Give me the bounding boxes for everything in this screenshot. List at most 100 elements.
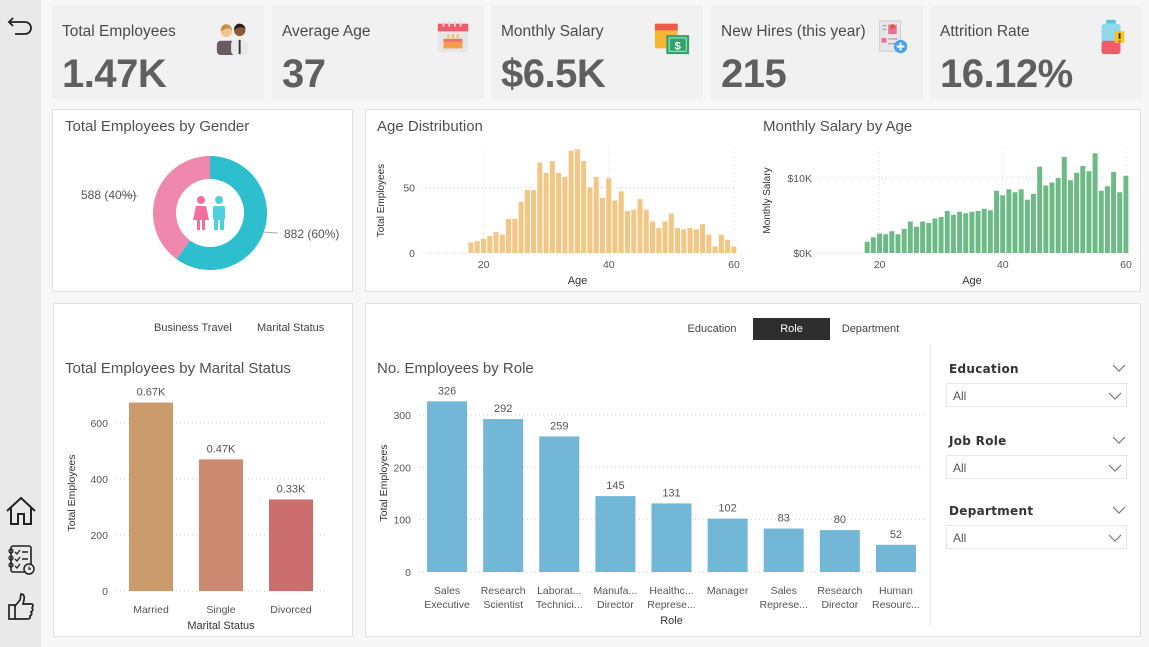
bar — [637, 199, 643, 253]
bar — [649, 221, 656, 253]
age-salary-panel: Age Distribution Monthly Salary by Age 0… — [365, 109, 1141, 292]
bar — [969, 211, 975, 253]
bar — [718, 234, 724, 253]
data-label: 0.33K — [277, 483, 306, 495]
nav-marital-status[interactable]: Marital Status — [257, 322, 325, 334]
bar — [549, 161, 555, 253]
bar — [562, 176, 568, 253]
bar — [537, 162, 543, 253]
slicer-department-dropdown[interactable]: All — [946, 525, 1127, 549]
tab-role[interactable]: Role — [753, 318, 830, 340]
chevron-down-icon[interactable] — [1112, 505, 1126, 515]
bar — [1037, 166, 1043, 253]
slicer-job-role-dropdown[interactable]: All — [946, 455, 1127, 479]
bar — [950, 214, 956, 253]
data-label: 259 — [550, 420, 568, 432]
kpi-label: Total Employees — [62, 23, 176, 40]
chevron-down-icon[interactable] — [1112, 435, 1126, 445]
bar — [599, 197, 605, 253]
svg-text:$: $ — [675, 40, 682, 52]
y-tick-label: 300 — [393, 410, 411, 422]
bar — [518, 201, 524, 253]
bar — [468, 242, 474, 253]
home-button[interactable] — [4, 494, 38, 528]
bar — [1061, 157, 1067, 253]
tab-department[interactable]: Department — [841, 323, 900, 335]
tab-education[interactable]: Education — [687, 323, 737, 335]
bar — [539, 436, 580, 572]
bar — [963, 213, 969, 253]
y-axis-title: Total Employees — [376, 164, 387, 237]
x-tick-label: Executive — [424, 599, 470, 611]
marital-chart-title: Total Employees by Marital Status — [65, 360, 291, 377]
nav-business-travel[interactable]: Business Travel — [154, 322, 232, 334]
y-tick-label: 400 — [90, 474, 108, 486]
bar — [1117, 192, 1123, 253]
y-tick-label: $0K — [793, 248, 812, 260]
kpi-value: $6.5K — [501, 52, 606, 96]
x-tick-label: Divorced — [270, 604, 312, 616]
new-hire-document-icon — [879, 20, 908, 54]
checklist-icon — [8, 545, 35, 575]
bar — [875, 544, 916, 572]
kpi-average-age: Average Age 37 — [272, 6, 484, 99]
x-tick-label: Research — [817, 585, 862, 597]
salary-calendar-icon: $ — [654, 23, 690, 55]
bar — [926, 223, 932, 253]
kpi-total-employees: Total Employees 1.47K — [52, 6, 264, 99]
bar — [889, 231, 895, 253]
bar — [725, 239, 731, 253]
x-axis-title: Role — [660, 615, 683, 627]
kpi-monthly-salary: Monthly Salary $6.5K $ — [491, 6, 703, 99]
bar — [1111, 172, 1117, 253]
data-label: 0.67K — [137, 387, 166, 399]
age-salary-charts: 0 50 20 40 60 Age Total Employees $0K $10K 20 40 6… — [376, 148, 1132, 287]
role-chart: 0 100 200 300 326 Sales Executive 292 Research Sc… — [378, 385, 924, 627]
back-button[interactable] — [4, 10, 38, 44]
y-tick-label: 200 — [90, 530, 108, 542]
bar — [1006, 189, 1012, 253]
y-tick-label: 200 — [393, 462, 411, 474]
bar — [662, 221, 668, 253]
kpi-value: 215 — [721, 52, 787, 96]
y-axis-title: Total Employees — [66, 454, 78, 531]
bar — [1055, 178, 1061, 253]
salary-chart-title: Monthly Salary by Age — [763, 118, 913, 135]
gender-donut-chart: 588 (40%) 882 (60%) — [81, 156, 339, 270]
chevron-down-icon — [1108, 464, 1122, 472]
bar — [543, 172, 549, 253]
slicer-job-role-title: Job Role — [949, 434, 1007, 448]
bar — [987, 210, 993, 253]
x-axis-title: Age — [962, 275, 982, 287]
bar — [975, 211, 981, 253]
bar — [506, 218, 512, 253]
bar — [819, 530, 860, 572]
bar — [712, 246, 718, 253]
x-tick-label: Human — [879, 585, 913, 597]
bar — [269, 499, 313, 591]
bar — [624, 211, 631, 253]
bar — [1104, 186, 1110, 253]
thumbs-up-icon — [8, 593, 34, 620]
bar — [731, 246, 737, 253]
bar — [1098, 190, 1104, 253]
bar — [707, 518, 748, 572]
y-axis-title: Monthly Salary — [762, 167, 773, 233]
bar — [981, 208, 987, 253]
bar — [480, 238, 487, 253]
bar — [593, 176, 599, 253]
bar — [474, 241, 480, 253]
bar — [944, 211, 950, 253]
bar — [587, 187, 593, 253]
slicer-education-dropdown[interactable]: All — [946, 383, 1127, 407]
bar — [994, 190, 1000, 253]
bar — [1000, 195, 1006, 253]
chevron-down-icon — [1108, 534, 1122, 542]
feedback-button[interactable] — [4, 590, 38, 624]
chevron-down-icon[interactable] — [1112, 363, 1126, 373]
bar — [1074, 172, 1080, 253]
bar — [706, 234, 712, 253]
x-tick-label: Technici... — [536, 599, 583, 611]
back-arrow-icon — [7, 17, 32, 35]
checklist-button[interactable] — [4, 543, 38, 577]
